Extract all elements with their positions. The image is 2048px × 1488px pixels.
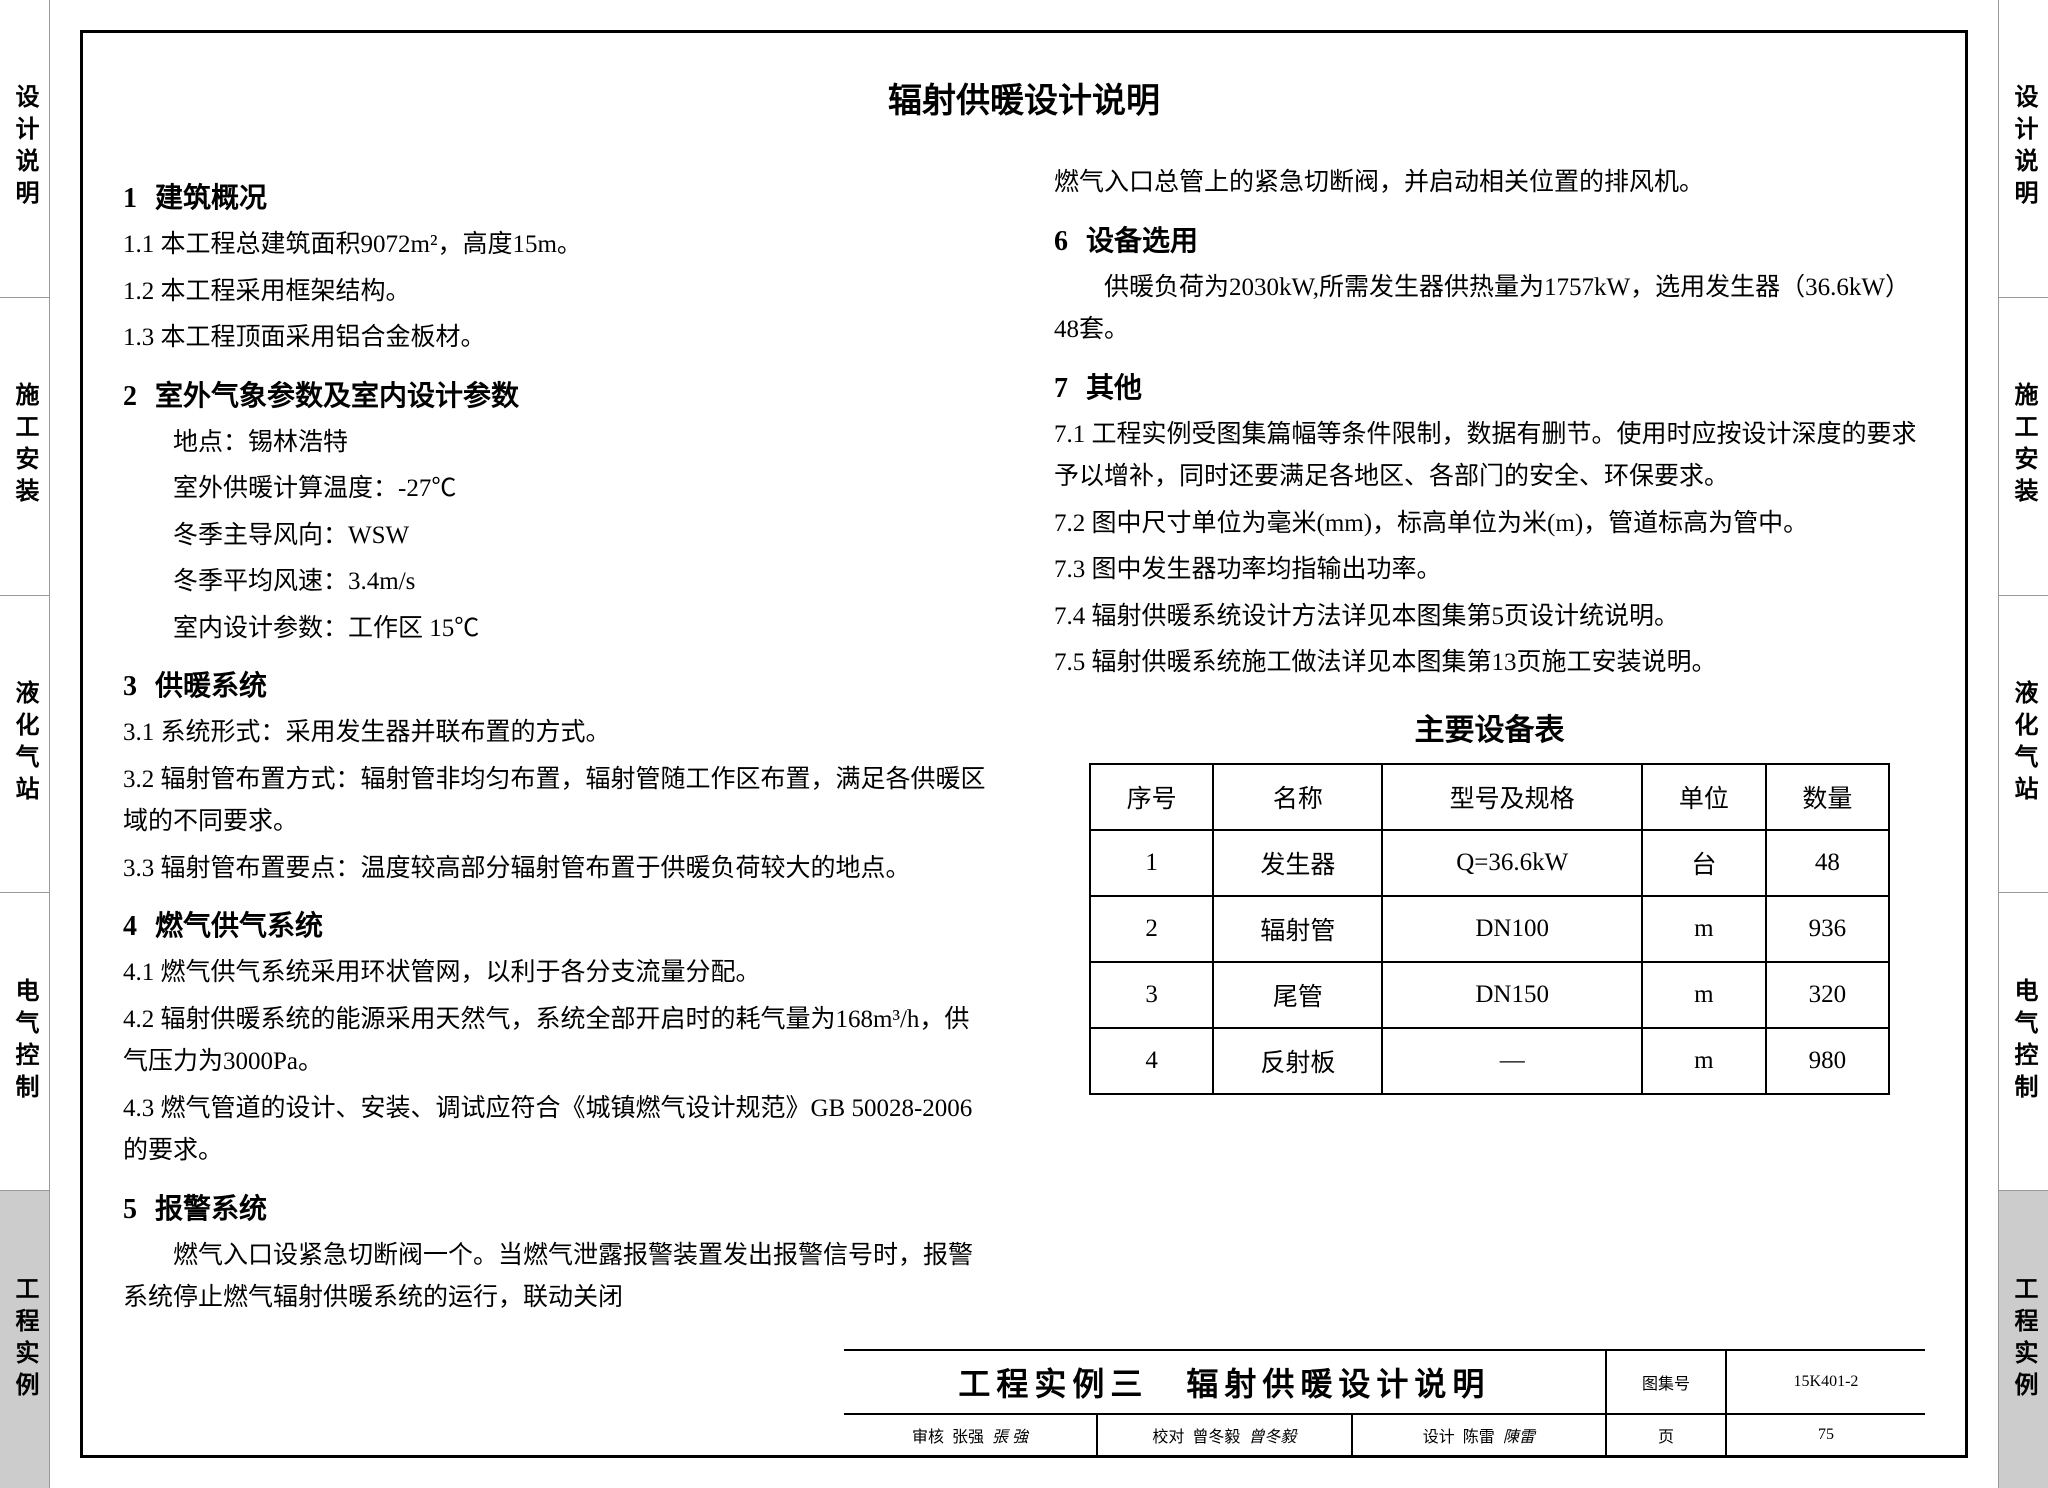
left-tab-bar: 设计说明 施工安装 液化气站 电气控制 工程实例 bbox=[0, 0, 50, 1488]
table-cell: 辐射管 bbox=[1213, 896, 1382, 962]
table-cell: m bbox=[1642, 962, 1766, 1028]
table-cell: DN150 bbox=[1382, 962, 1642, 1028]
equipment-table: 序号名称型号及规格单位数量1发生器Q=36.6kW台482辐射管DN100m93… bbox=[1089, 763, 1890, 1095]
table-cell: 4 bbox=[1090, 1028, 1214, 1094]
drawing-title: 工程实例三 辐射供暖设计说明 bbox=[844, 1351, 1605, 1413]
approval-role: 审核 bbox=[912, 1423, 944, 1447]
tab-construction-r[interactable]: 施工安装 bbox=[1999, 298, 2048, 596]
right-tab-bar: 设计说明 施工安装 液化气站 电气控制 工程实例 bbox=[1998, 0, 2048, 1488]
table-header-cell: 数量 bbox=[1766, 764, 1890, 830]
body-text: 3.2 辐射管布置方式：辐射管非均匀布置，辐射管随工作区布置，满足各供暖区域的不… bbox=[123, 759, 994, 844]
section-heading: 3供暖系统 bbox=[123, 664, 994, 704]
body-text: 4.2 辐射供暖系统的能源采用天然气，系统全部开启时的耗气量为168m³/h，供… bbox=[123, 999, 994, 1084]
table-header-cell: 型号及规格 bbox=[1382, 764, 1642, 830]
body-text: 冬季平均风速：3.4m/s bbox=[123, 561, 994, 604]
body-text: 3.3 辐射管布置要点：温度较高部分辐射管布置于供暖负荷较大的地点。 bbox=[123, 848, 994, 891]
approval-role: 设计 bbox=[1423, 1423, 1455, 1447]
approval-name: 张强 bbox=[952, 1423, 984, 1447]
page-label: 页 bbox=[1605, 1415, 1725, 1455]
table-cell: 尾管 bbox=[1213, 962, 1382, 1028]
body-text: 4.1 燃气供气系统采用环状管网，以利于各分支流量分配。 bbox=[123, 952, 994, 995]
tab-electrical-r[interactable]: 电气控制 bbox=[1999, 893, 2048, 1191]
body-text: 7.4 辐射供暖系统设计方法详见本图集第5页设计统说明。 bbox=[1054, 596, 1925, 639]
two-column-body: 1建筑概况 1.1 本工程总建筑面积9072m²，高度15m。1.2 本工程采用框… bbox=[123, 162, 1925, 1329]
approval-segment: 审核张强張 強 bbox=[844, 1415, 1096, 1455]
table-cell: 48 bbox=[1766, 830, 1890, 896]
table-row: 2辐射管DN100m936 bbox=[1090, 896, 1889, 962]
body-text: 3.1 系统形式：采用发生器并联布置的方式。 bbox=[123, 712, 994, 755]
equipment-table-title: 主要设备表 bbox=[1054, 705, 1925, 749]
section-heading: 4燃气供气系统 bbox=[123, 904, 994, 944]
table-row: 3尾管DN150m320 bbox=[1090, 962, 1889, 1028]
body-text: 7.1 工程实例受图集篇幅等条件限制，数据有删节。使用时应按设计深度的要求予以增… bbox=[1054, 414, 1925, 499]
table-header-cell: 序号 bbox=[1090, 764, 1214, 830]
content-frame: 辐射供暖设计说明 1建筑概况1.1 本工程总建筑面积9072m²，高度15m。1… bbox=[80, 30, 1968, 1458]
approval-signature: 張 強 bbox=[992, 1423, 1028, 1447]
left-column: 1建筑概况 1.1 本工程总建筑面积9072m²，高度15m。1.2 本工程采用框… bbox=[123, 162, 994, 1329]
table-cell: 320 bbox=[1766, 962, 1890, 1028]
body-text: 1.2 本工程采用框架结构。 bbox=[123, 271, 994, 314]
right-column: 燃气入口总管上的紧急切断阀，并启动相关位置的排风机。 6设备选用 供暖负荷为203… bbox=[1054, 162, 1925, 1329]
table-cell: 1 bbox=[1090, 830, 1214, 896]
table-header-cell: 名称 bbox=[1213, 764, 1382, 830]
tab-project-case[interactable]: 工程实例 bbox=[0, 1191, 49, 1488]
body-text: 室内设计参数：工作区 15℃ bbox=[123, 608, 994, 651]
tab-lpg-station-r[interactable]: 液化气站 bbox=[1999, 596, 2048, 894]
tab-lpg-station[interactable]: 液化气站 bbox=[0, 596, 49, 894]
atlas-label: 图集号 bbox=[1605, 1351, 1725, 1413]
table-cell: 反射板 bbox=[1213, 1028, 1382, 1094]
body-text: 1.3 本工程顶面采用铝合金板材。 bbox=[123, 317, 994, 360]
table-cell: DN100 bbox=[1382, 896, 1642, 962]
tab-design-desc[interactable]: 设计说明 bbox=[0, 0, 49, 298]
table-cell: 936 bbox=[1766, 896, 1890, 962]
table-cell: m bbox=[1642, 896, 1766, 962]
body-text: 冬季主导风向：WSW bbox=[123, 515, 994, 558]
table-cell: 2 bbox=[1090, 896, 1214, 962]
table-header-cell: 单位 bbox=[1642, 764, 1766, 830]
table-cell: 发生器 bbox=[1213, 830, 1382, 896]
section-heading: 1建筑概况 bbox=[123, 176, 994, 216]
title-block: 工程实例三 辐射供暖设计说明 图集号 15K401-2 审核张强張 強校对曾冬毅… bbox=[844, 1349, 1925, 1455]
approval-segment: 设计陈雷陳雷 bbox=[1351, 1415, 1605, 1455]
body-text: 室外供暖计算温度：-27℃ bbox=[123, 468, 994, 511]
body-text: 7.5 辐射供暖系统施工做法详见本图集第13页施工安装说明。 bbox=[1054, 642, 1925, 685]
tab-electrical[interactable]: 电气控制 bbox=[0, 893, 49, 1191]
section-heading: 5报警系统 bbox=[123, 1187, 994, 1227]
table-row: 4反射板—m980 bbox=[1090, 1028, 1889, 1094]
body-text: 燃气入口总管上的紧急切断阀，并启动相关位置的排风机。 bbox=[1054, 162, 1925, 205]
body-text: 燃气入口设紧急切断阀一个。当燃气泄露报警装置发出报警信号时，报警系统停止燃气辐射… bbox=[123, 1235, 994, 1320]
body-text: 7.3 图中发生器功率均指输出功率。 bbox=[1054, 549, 1925, 592]
approval-signature: 曾冬毅 bbox=[1248, 1423, 1296, 1447]
main-content: 辐射供暖设计说明 1建筑概况1.1 本工程总建筑面积9072m²，高度15m。1… bbox=[50, 0, 1998, 1488]
table-cell: 台 bbox=[1642, 830, 1766, 896]
table-cell: Q=36.6kW bbox=[1382, 830, 1642, 896]
approval-role: 校对 bbox=[1152, 1423, 1184, 1447]
body-text: 4.3 燃气管道的设计、安装、调试应符合《城镇燃气设计规范》GB 50028-2… bbox=[123, 1088, 994, 1173]
body-text: 7.2 图中尺寸单位为毫米(mm)，标高单位为米(m)，管道标高为管中。 bbox=[1054, 503, 1925, 546]
table-cell: 980 bbox=[1766, 1028, 1890, 1094]
section-heading: 6设备选用 bbox=[1054, 219, 1925, 259]
approval-signature: 陳雷 bbox=[1503, 1423, 1535, 1447]
table-row: 1发生器Q=36.6kW台48 bbox=[1090, 830, 1889, 896]
body-text: 供暖负荷为2030kW,所需发生器供热量为1757kW，选用发生器（36.6kW… bbox=[1054, 267, 1925, 352]
section-heading: 2室外气象参数及室内设计参数 bbox=[123, 374, 994, 414]
page-title: 辐射供暖设计说明 bbox=[123, 73, 1925, 122]
table-cell: 3 bbox=[1090, 962, 1214, 1028]
tab-design-desc-r[interactable]: 设计说明 bbox=[1999, 0, 2048, 298]
page-no: 75 bbox=[1725, 1415, 1925, 1455]
approval-name: 陈雷 bbox=[1463, 1423, 1495, 1447]
atlas-no: 15K401-2 bbox=[1725, 1351, 1925, 1413]
table-cell: m bbox=[1642, 1028, 1766, 1094]
approval-name: 曾冬毅 bbox=[1192, 1423, 1240, 1447]
body-text: 1.1 本工程总建筑面积9072m²，高度15m。 bbox=[123, 224, 994, 267]
approval-segment: 校对曾冬毅曾冬毅 bbox=[1096, 1415, 1350, 1455]
section-heading: 7其他 bbox=[1054, 366, 1925, 406]
tab-construction[interactable]: 施工安装 bbox=[0, 298, 49, 596]
table-cell: — bbox=[1382, 1028, 1642, 1094]
body-text: 地点：锡林浩特 bbox=[123, 422, 994, 465]
tab-project-case-r[interactable]: 工程实例 bbox=[1999, 1191, 2048, 1488]
